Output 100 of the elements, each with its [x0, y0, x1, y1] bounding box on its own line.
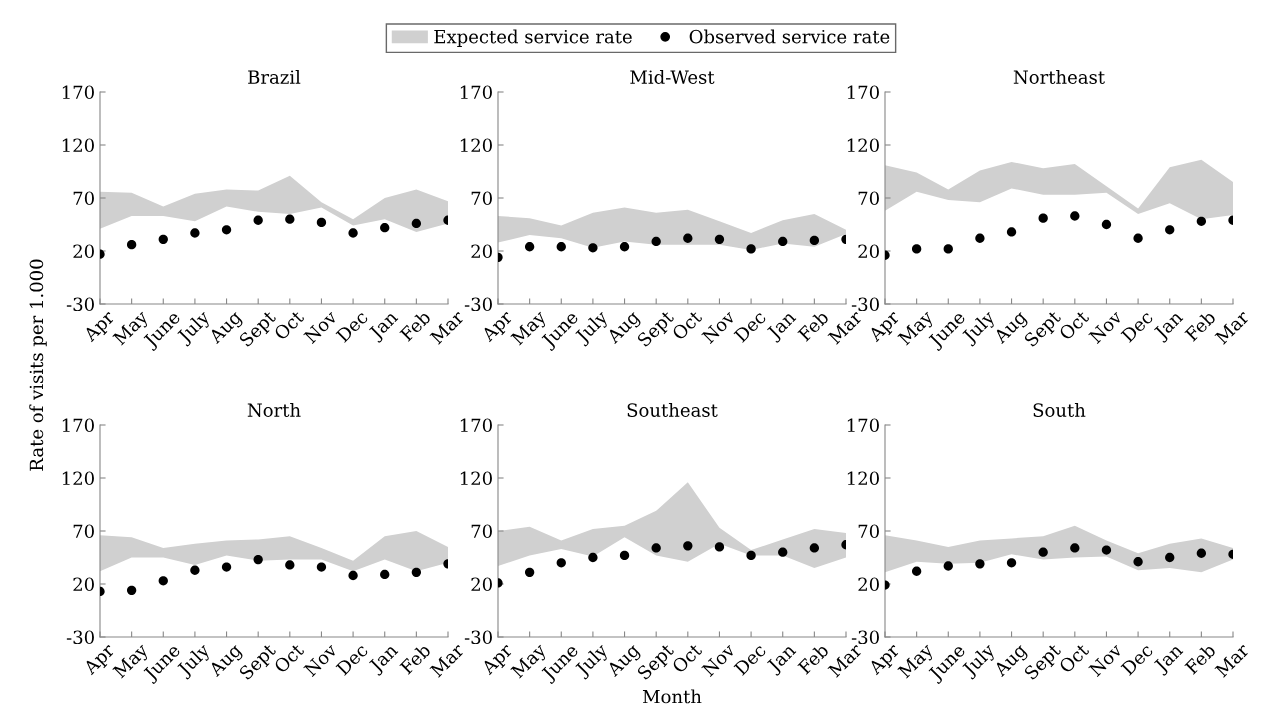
y-tick-label: 120	[62, 471, 94, 486]
y-tick-label: 170	[847, 85, 879, 100]
y-tick-label: 20	[858, 577, 879, 592]
y-tick-label: 120	[460, 138, 492, 153]
point	[1101, 219, 1112, 230]
point	[943, 561, 953, 571]
point	[380, 569, 390, 580]
point	[524, 242, 535, 252]
y-tick-label: -30	[851, 630, 879, 645]
x-tick-label: Dec	[733, 309, 767, 343]
point	[619, 242, 630, 252]
x-tick-label: Dec	[1120, 642, 1154, 676]
point	[524, 567, 535, 577]
y-tick-label: -30	[464, 297, 492, 312]
point	[975, 559, 985, 569]
y-tick-label: 20	[471, 577, 492, 592]
point	[1196, 548, 1207, 558]
point	[1006, 558, 1017, 568]
point	[1006, 227, 1017, 237]
y-tick-label: -30	[66, 630, 94, 645]
point	[778, 547, 788, 557]
point	[316, 217, 327, 228]
point	[588, 243, 598, 253]
y-tick-label: 170	[62, 418, 94, 433]
chart-title: Southeast	[627, 402, 718, 417]
point	[746, 550, 756, 561]
point	[714, 542, 725, 552]
point	[556, 558, 566, 568]
y-axis-title: Rate of visits per 1.000	[29, 259, 47, 471]
y-tick-label: 170	[847, 418, 879, 433]
point	[1133, 233, 1143, 243]
point	[285, 560, 295, 570]
y-tick-label: -30	[851, 297, 879, 312]
point	[1038, 547, 1048, 557]
point	[221, 225, 232, 235]
point	[126, 585, 137, 596]
point	[1165, 552, 1175, 563]
point	[556, 242, 566, 252]
point	[778, 236, 788, 247]
point	[588, 552, 598, 563]
point	[190, 228, 200, 238]
y-tick-label: 120	[847, 471, 879, 486]
point	[1070, 211, 1080, 221]
y-tick-label: 20	[858, 244, 879, 259]
point	[348, 228, 358, 238]
point	[943, 244, 953, 254]
point	[316, 562, 327, 572]
point	[380, 223, 390, 233]
y-tick-label: 70	[471, 191, 492, 206]
y-tick-label: -30	[464, 630, 492, 645]
point	[158, 234, 168, 244]
point	[190, 565, 200, 575]
point	[651, 543, 661, 553]
x-tick-label: Dec	[733, 642, 767, 676]
point	[975, 233, 985, 243]
point	[221, 562, 232, 572]
y-tick-label: 120	[62, 138, 94, 153]
chart-title: South	[1033, 402, 1086, 417]
point	[285, 214, 295, 224]
y-tick-label: 170	[62, 85, 94, 100]
chart-title: Northeast	[1013, 69, 1105, 84]
point	[809, 543, 820, 553]
x-tick-label: Dec	[335, 642, 369, 676]
y-tick-label: 70	[73, 524, 94, 539]
point	[1070, 543, 1080, 553]
point	[1133, 557, 1143, 567]
point	[1038, 213, 1048, 223]
legend-label: Observed service rate	[689, 29, 890, 44]
point	[809, 235, 820, 246]
point	[411, 218, 422, 229]
y-tick-label: 170	[460, 418, 492, 433]
x-tick-label: Dec	[335, 309, 369, 343]
point	[158, 576, 168, 586]
x-axis-title: Month	[642, 689, 702, 704]
y-tick-label: 120	[847, 138, 879, 153]
point	[911, 244, 922, 254]
y-tick-label: 20	[471, 244, 492, 259]
legend-label: Expected service rate	[434, 29, 632, 47]
point	[746, 244, 756, 254]
y-tick-label: 120	[460, 471, 492, 486]
point	[1101, 545, 1112, 555]
point	[683, 233, 693, 243]
point	[714, 234, 725, 244]
y-tick-label: 20	[73, 244, 94, 259]
chart-title: Mid-West	[630, 69, 715, 84]
y-tick-label: 70	[858, 191, 879, 206]
x-tick-label: Dec	[1120, 309, 1154, 343]
y-tick-label: 170	[460, 85, 492, 100]
point	[683, 541, 693, 551]
y-tick-label: 70	[73, 191, 94, 206]
point	[1165, 225, 1175, 235]
point	[253, 215, 263, 225]
point	[1196, 216, 1207, 226]
y-tick-label: 70	[858, 524, 879, 539]
y-tick-label: 20	[73, 577, 94, 592]
point	[411, 567, 422, 577]
y-tick-label: -30	[66, 297, 94, 312]
point	[619, 550, 630, 561]
point	[253, 554, 263, 565]
chart-title: Brazil	[248, 69, 301, 84]
